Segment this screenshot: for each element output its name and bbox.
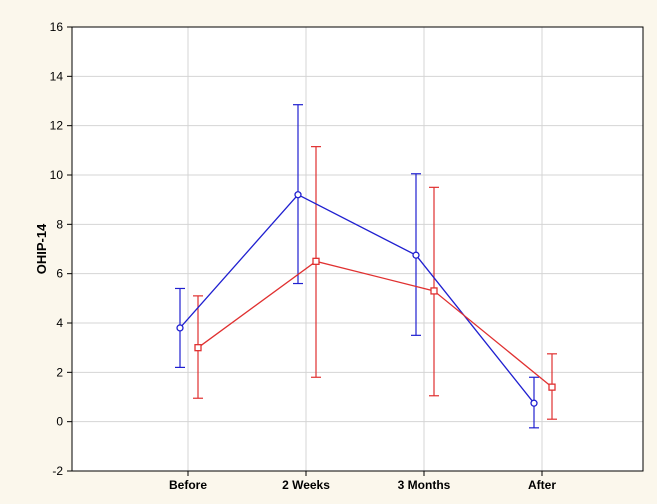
x-tick-label: 2 Weeks [282, 478, 330, 492]
grid-layer [72, 27, 643, 471]
series-1-point [176, 324, 184, 332]
series-2-point [430, 287, 438, 295]
series-1-point [294, 191, 302, 199]
y-tick-label: 10 [50, 168, 64, 182]
series-2-point [194, 344, 202, 352]
y-tick-label: 12 [50, 119, 64, 133]
series-1-line [179, 193, 535, 404]
y-tick-label: 4 [56, 316, 63, 330]
series-2-point [548, 383, 556, 391]
y-tick-label: 8 [56, 217, 63, 231]
y-tick-label: 6 [56, 267, 63, 281]
y-tick-label: 16 [50, 20, 64, 34]
marker-layer [176, 191, 556, 407]
x-tick-label: After [528, 478, 556, 492]
series-1-point [412, 251, 420, 259]
y-axis-title: OHIP-14 [34, 223, 49, 274]
series-1-point [530, 399, 538, 407]
y-tick-layer: -2 0 2 4 6 8 10 12 14 16 [50, 20, 72, 478]
x-tick-layer: Before 2 Weeks 3 Months After [169, 471, 556, 492]
series-2-line [197, 260, 553, 388]
x-tick-label: Before [169, 478, 207, 492]
series-line-layer [179, 193, 553, 404]
y-tick-label: 14 [50, 69, 64, 83]
plot-area [72, 27, 643, 471]
y-tick-label: -2 [52, 464, 63, 478]
plot-frame [71, 26, 644, 472]
y-tick-label: 0 [56, 415, 63, 429]
series-2-point [312, 257, 320, 265]
y-tick-label: 2 [56, 365, 63, 379]
x-tick-label: 3 Months [398, 478, 451, 492]
